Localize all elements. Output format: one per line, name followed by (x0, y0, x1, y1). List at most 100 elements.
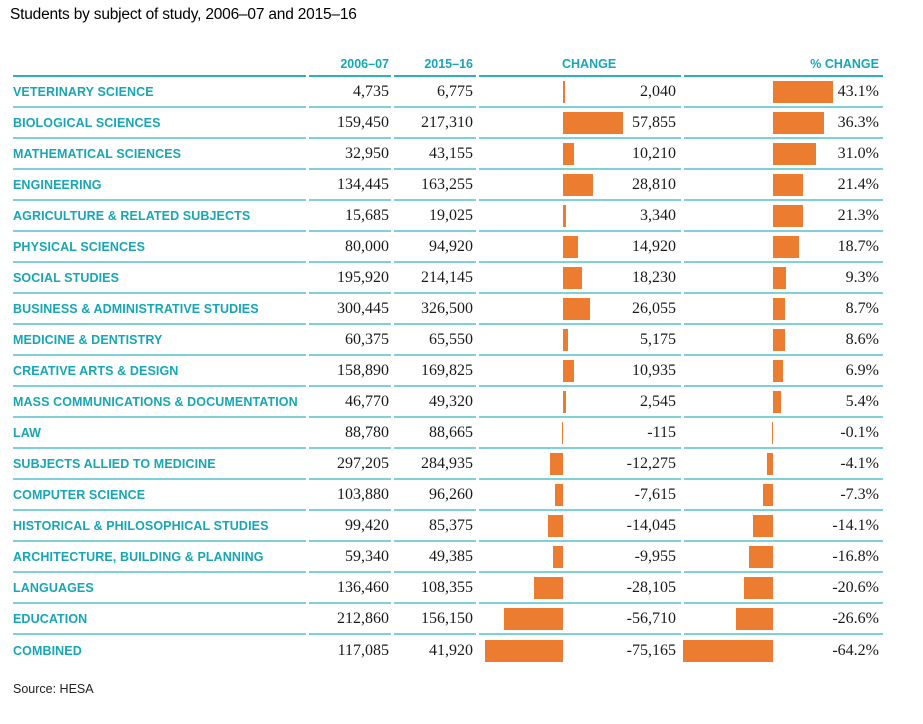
pct-change-cell: -26.6% (684, 604, 883, 635)
value-2006-cell: 136,460 (309, 573, 391, 604)
pct-change-bar (753, 514, 773, 537)
value-2006-cell: 134,445 (309, 170, 391, 201)
subject-label: MEDICINE & DENTISTRY (13, 332, 163, 347)
change-cell: -9,955 (479, 542, 681, 573)
value-2015-cell: 163,255 (394, 170, 476, 201)
value-2006: 46,770 (345, 392, 389, 410)
pct-change-value: 9.3% (845, 268, 879, 286)
subject-cell: AGRICULTURE & RELATED SUBJECTS (13, 201, 306, 232)
pct-change-cell: -7.3% (684, 480, 883, 511)
subject-cell: MEDICINE & DENTISTRY (13, 325, 306, 356)
pct-change-value: 21.4% (837, 175, 879, 193)
pct-change-cell: 6.9% (684, 356, 883, 387)
header-2006-07: 2006–07 (309, 57, 391, 77)
pct-change-bar (763, 483, 773, 506)
subject-cell: MATHEMATICAL SCIENCES (13, 139, 306, 170)
value-2015: 88,665 (429, 423, 473, 441)
subject-label: BIOLOGICAL SCIENCES (13, 115, 161, 130)
subject-label: COMBINED (13, 643, 82, 658)
pct-change-cell: 21.4% (684, 170, 883, 201)
value-2015: 214,145 (421, 268, 473, 286)
change-value: 18,230 (632, 268, 676, 286)
pct-change-value: -16.8% (832, 547, 879, 565)
change-value: -28,105 (626, 578, 676, 596)
value-2015: 156,150 (421, 609, 473, 627)
subject-label: LAW (13, 425, 42, 440)
subject-label: BUSINESS & ADMINISTRATIVE STUDIES (13, 301, 259, 316)
change-bar (563, 173, 593, 196)
value-2015: 108,355 (421, 578, 473, 596)
value-2015: 41,920 (429, 641, 473, 659)
subject-label: MATHEMATICAL SCIENCES (13, 146, 182, 161)
table-row: VETERINARY SCIENCE 4,735 6,775 2,040 43.… (13, 77, 883, 108)
pct-change-value: -20.6% (832, 578, 879, 596)
table-row: HISTORICAL & PHILOSOPHICAL STUDIES 99,42… (13, 511, 883, 542)
value-2006: 300,445 (337, 299, 389, 317)
change-value: 26,055 (632, 299, 676, 317)
pct-change-bar (773, 266, 786, 289)
table-row: ARCHITECTURE, BUILDING & PLANNING 59,340… (13, 542, 883, 573)
value-2015: 326,500 (421, 299, 473, 317)
change-cell: 26,055 (479, 294, 681, 325)
change-value: 3,340 (640, 206, 676, 224)
header-pct-change-label: % CHANGE (810, 57, 879, 71)
table-row: AGRICULTURE & RELATED SUBJECTS 15,685 19… (13, 201, 883, 232)
change-cell: 28,810 (479, 170, 681, 201)
header-change: CHANGE (479, 57, 681, 77)
pct-change-cell: -0.1% (684, 418, 883, 449)
subject-label: MASS COMMUNICATIONS & DOCUMENTATION (13, 394, 298, 409)
page-title: Students by subject of study, 2006–07 an… (10, 6, 357, 23)
change-bar (563, 297, 590, 320)
subject-label: PHYSICAL SCIENCES (13, 239, 146, 254)
value-2006-cell: 32,950 (309, 139, 391, 170)
change-cell: 57,855 (479, 108, 681, 139)
pct-change-cell: -16.8% (684, 542, 883, 573)
change-cell: 2,040 (479, 77, 681, 108)
pct-change-cell: 9.3% (684, 263, 883, 294)
subject-label: ARCHITECTURE, BUILDING & PLANNING (13, 549, 264, 564)
pct-change-value: 43.1% (837, 82, 879, 100)
value-2015: 217,310 (421, 113, 473, 131)
value-2015-cell: 217,310 (394, 108, 476, 139)
change-value: 14,920 (632, 237, 676, 255)
pct-change-bar (773, 359, 783, 382)
value-2006: 212,860 (337, 609, 389, 627)
subject-label: COMPUTER SCIENCE (13, 487, 146, 502)
value-2006: 134,445 (337, 175, 389, 193)
value-2015-cell: 6,775 (394, 77, 476, 108)
table-row: COMBINED 117,085 41,920 -75,165 -64.2% (13, 635, 883, 666)
header-pct-change: % CHANGE (684, 57, 883, 77)
change-cell: 10,935 (479, 356, 681, 387)
subject-label: ENGINEERING (13, 177, 102, 192)
change-bar (548, 514, 563, 537)
pct-change-value: -64.2% (832, 641, 879, 659)
subject-cell: CREATIVE ARTS & DESIGN (13, 356, 306, 387)
change-value: -75,165 (626, 641, 676, 659)
subject-label: HISTORICAL & PHILOSOPHICAL STUDIES (13, 518, 269, 533)
pct-change-bar (773, 80, 833, 103)
change-bar (485, 639, 563, 662)
students-table: 2006–07 2015–16 CHANGE % CHANGE VETERINA… (13, 50, 883, 666)
value-2006-cell: 117,085 (309, 635, 391, 666)
value-2015: 49,320 (429, 392, 473, 410)
subject-cell: LAW (13, 418, 306, 449)
change-value: 10,935 (632, 361, 676, 379)
change-bar (563, 235, 578, 258)
change-value: 5,175 (640, 330, 676, 348)
table-row: BIOLOGICAL SCIENCES 159,450 217,310 57,8… (13, 108, 883, 139)
pct-change-bar (767, 452, 773, 475)
subject-label: LANGUAGES (13, 580, 94, 595)
subject-cell: COMBINED (13, 635, 306, 666)
value-2015: 6,775 (437, 82, 473, 100)
change-cell: 10,210 (479, 139, 681, 170)
pct-change-value: 5.4% (845, 392, 879, 410)
value-2015-cell: 96,260 (394, 480, 476, 511)
change-bar (563, 142, 574, 165)
value-2015: 96,260 (429, 485, 473, 503)
change-cell: -56,710 (479, 604, 681, 635)
value-2015-cell: 49,320 (394, 387, 476, 418)
change-cell: -115 (479, 418, 681, 449)
change-value: -115 (647, 423, 676, 441)
pct-change-value: 36.3% (837, 113, 879, 131)
subject-cell: BIOLOGICAL SCIENCES (13, 108, 306, 139)
